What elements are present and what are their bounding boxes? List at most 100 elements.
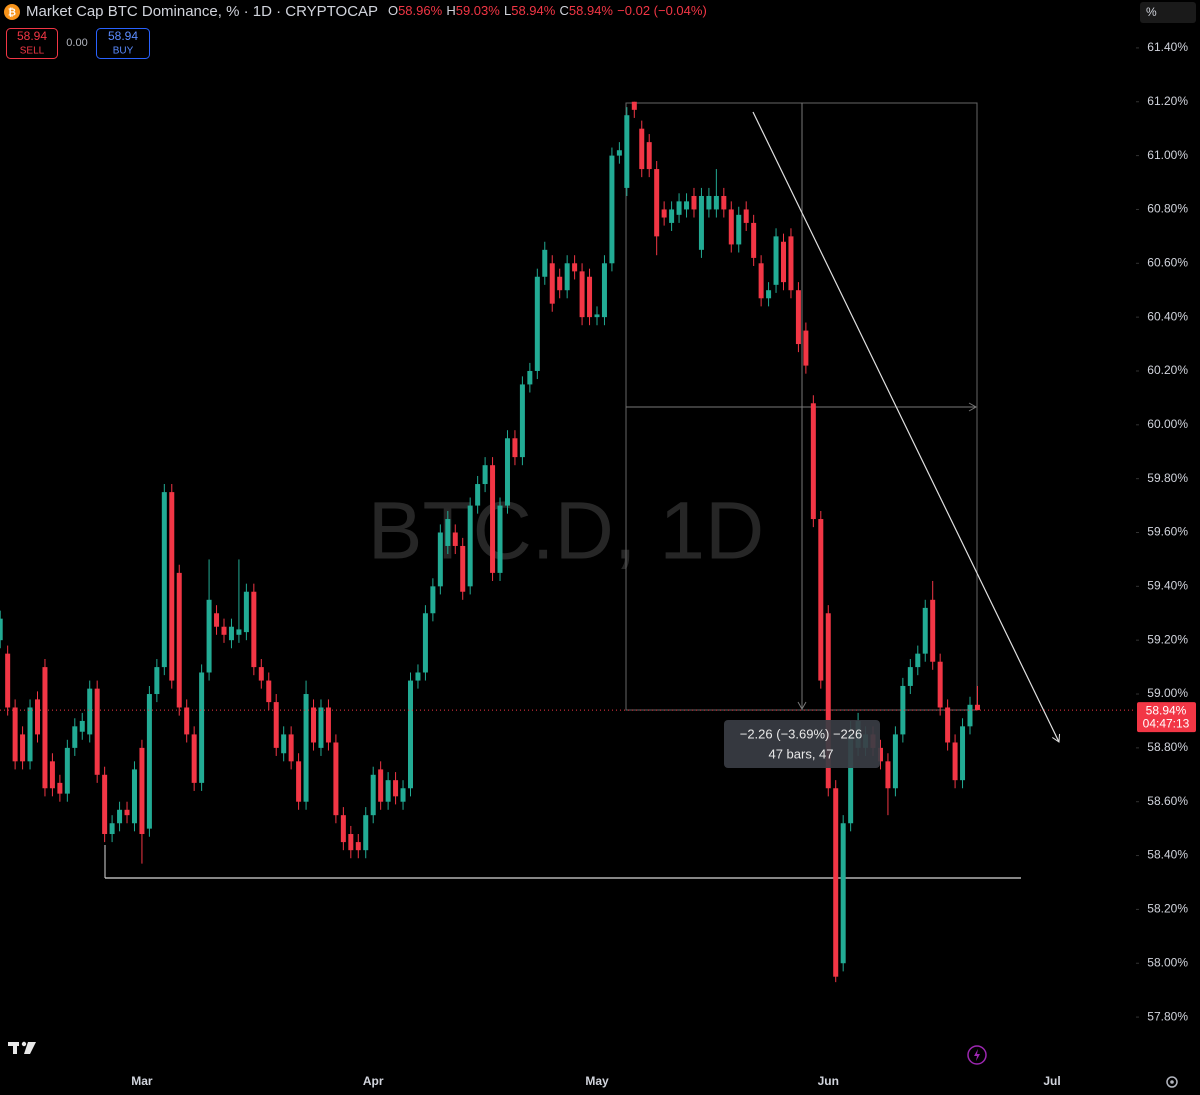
l-value: 58.94% — [511, 3, 556, 18]
candle-body — [534, 276, 540, 371]
candle-body — [325, 707, 331, 743]
candle-body — [713, 195, 719, 210]
candle-body — [684, 201, 690, 210]
settings-button[interactable] — [1166, 1076, 1178, 1088]
candle-body — [624, 115, 630, 188]
candle-body — [5, 653, 11, 708]
candle-body — [176, 572, 182, 708]
lightning-icon — [974, 1049, 980, 1061]
price-tag-countdown: 04:47:13 — [1143, 716, 1190, 730]
candle-body — [214, 613, 220, 627]
logo-part — [21, 1041, 27, 1047]
h-value: 59.03% — [456, 3, 501, 18]
candle-body — [131, 769, 137, 824]
candle-body — [206, 599, 212, 673]
candles — [0, 101, 980, 983]
y-tick-label: 59.00% — [1147, 686, 1188, 700]
candle-body — [631, 101, 637, 110]
h-label: H — [446, 3, 455, 18]
candle-body — [572, 263, 578, 272]
candle-body — [191, 734, 197, 783]
candle-body — [303, 694, 309, 802]
candle-body — [333, 742, 339, 816]
sell-label: SELL — [20, 46, 45, 57]
candle-body — [922, 607, 928, 654]
candle-body — [437, 532, 443, 587]
y-tick-label: 61.20% — [1147, 94, 1188, 108]
candle-body — [945, 707, 951, 743]
candle-body — [743, 209, 749, 223]
candle-body — [616, 150, 622, 156]
candle-body — [892, 734, 898, 789]
candle-body — [907, 667, 913, 686]
candle-body — [482, 465, 488, 485]
candle-body — [930, 599, 936, 662]
candle-body — [676, 201, 682, 215]
candle-body — [169, 492, 175, 681]
candle-body — [646, 142, 652, 170]
y-tick-label: 59.20% — [1147, 632, 1188, 646]
candle-body — [199, 672, 205, 783]
watermark: BTC.D, 1D — [368, 486, 764, 577]
candle-body — [35, 699, 40, 735]
candle-body — [691, 195, 697, 210]
candle-body — [497, 505, 503, 573]
buy-button[interactable] — [96, 28, 150, 59]
candle-body — [221, 626, 227, 635]
candle-body — [721, 195, 727, 210]
y-tick-label: 58.00% — [1147, 955, 1188, 969]
candle-body — [504, 438, 510, 506]
x-tick-label: Apr — [363, 1074, 384, 1088]
sell-price: 58.94 — [17, 29, 47, 43]
logo-part — [24, 1042, 36, 1054]
trend-line — [752, 111, 1061, 743]
candle-body — [848, 734, 854, 824]
candle-body — [445, 519, 451, 546]
lightning-button[interactable] — [967, 1045, 987, 1065]
candle-body — [587, 276, 593, 318]
candle-body — [288, 734, 294, 762]
candle-body — [706, 195, 712, 210]
candle-body — [728, 209, 734, 245]
candle-body — [669, 209, 675, 223]
candle-body — [467, 505, 473, 587]
candle-body — [243, 591, 249, 633]
y-tick-label: 60.20% — [1147, 363, 1188, 377]
candle-body — [519, 384, 525, 458]
candle-body — [654, 169, 660, 237]
candle-body — [296, 761, 302, 802]
candle-body — [490, 465, 496, 573]
y-tick-label: 58.80% — [1147, 740, 1188, 754]
candle-body — [340, 815, 346, 843]
change: −0.02 (−0.04%) — [617, 3, 707, 18]
y-tick-label: 60.00% — [1147, 417, 1188, 431]
y-tick-label: 58.40% — [1147, 848, 1188, 862]
y-tick-label: 58.60% — [1147, 794, 1188, 808]
candle-body — [117, 809, 123, 824]
candle-body — [430, 586, 436, 614]
measure-change: −2.26 (−3.69%) −226 — [740, 726, 863, 741]
candle-body — [818, 519, 824, 681]
candle-body — [12, 707, 18, 762]
candle-body — [42, 667, 48, 789]
candle-body — [124, 809, 130, 816]
candle-body — [228, 626, 234, 641]
candle-body — [452, 532, 458, 546]
sell-button[interactable] — [6, 28, 58, 59]
candle-body — [974, 704, 980, 711]
candle-body — [840, 823, 846, 964]
y-tick-label: 60.40% — [1147, 309, 1188, 323]
x-tick-label: May — [585, 1074, 609, 1088]
candle-body — [825, 613, 831, 789]
x-tick-label: Jun — [818, 1074, 839, 1088]
candle-body — [102, 774, 108, 835]
candle-body — [639, 128, 645, 170]
candle-body — [49, 761, 55, 789]
l-label: L — [504, 3, 511, 18]
scale-unit-box[interactable] — [1140, 2, 1196, 23]
candle-body — [251, 591, 257, 668]
logo-part — [13, 1042, 17, 1054]
candle-body — [542, 249, 548, 277]
candle-body — [781, 241, 786, 283]
candle-body — [184, 707, 190, 735]
